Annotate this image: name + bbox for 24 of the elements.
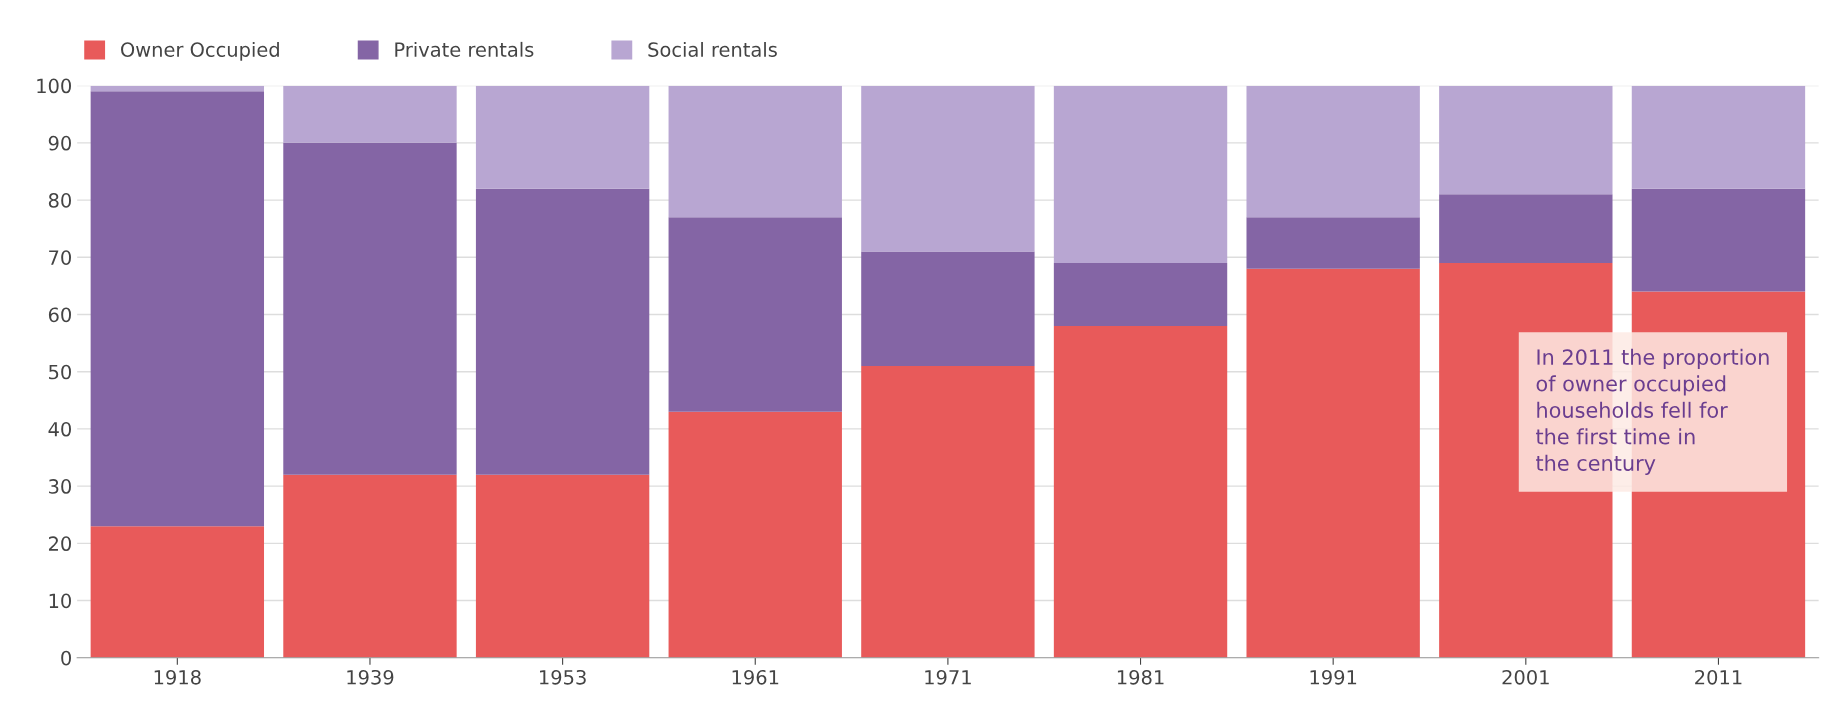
y-tick-label: 30 [49,479,71,494]
y-tick-label: 80 [48,193,71,208]
y-tick-label: 40 [48,421,71,437]
annotation: In 2011 the proportion of owner occupied households fell for the first time in the century [1536,348,1769,475]
x-tick-label: 1939 [347,669,394,685]
legend-label: Social rentals [648,41,777,57]
x-tick-label: 1953 [540,669,586,685]
legend-label: Private rentals [395,41,534,57]
y-tick-label: 50 [49,364,71,380]
x-tick-label: 1981 [1117,669,1164,685]
x-tick-label: 1991 [1310,669,1357,685]
legend-label: Owner Occupied [121,41,279,61]
x-tick-label: 2001 [1502,669,1549,685]
y-tick-label: 60 [48,307,71,323]
y-tick-label: 70 [49,250,71,265]
y-tick-label: 20 [48,536,71,552]
y-tick-label: 100 [37,78,71,94]
x-tick-label: 2011 [1695,669,1742,685]
x-tick-label: 1918 [154,669,201,685]
y-tick-label: 90 [48,135,71,151]
x-tick-label: 1971 [925,669,971,685]
x-tick-label: 1961 [732,669,779,685]
y-tick-label: 10 [49,593,71,609]
y-tick-label: 0 [61,650,71,666]
